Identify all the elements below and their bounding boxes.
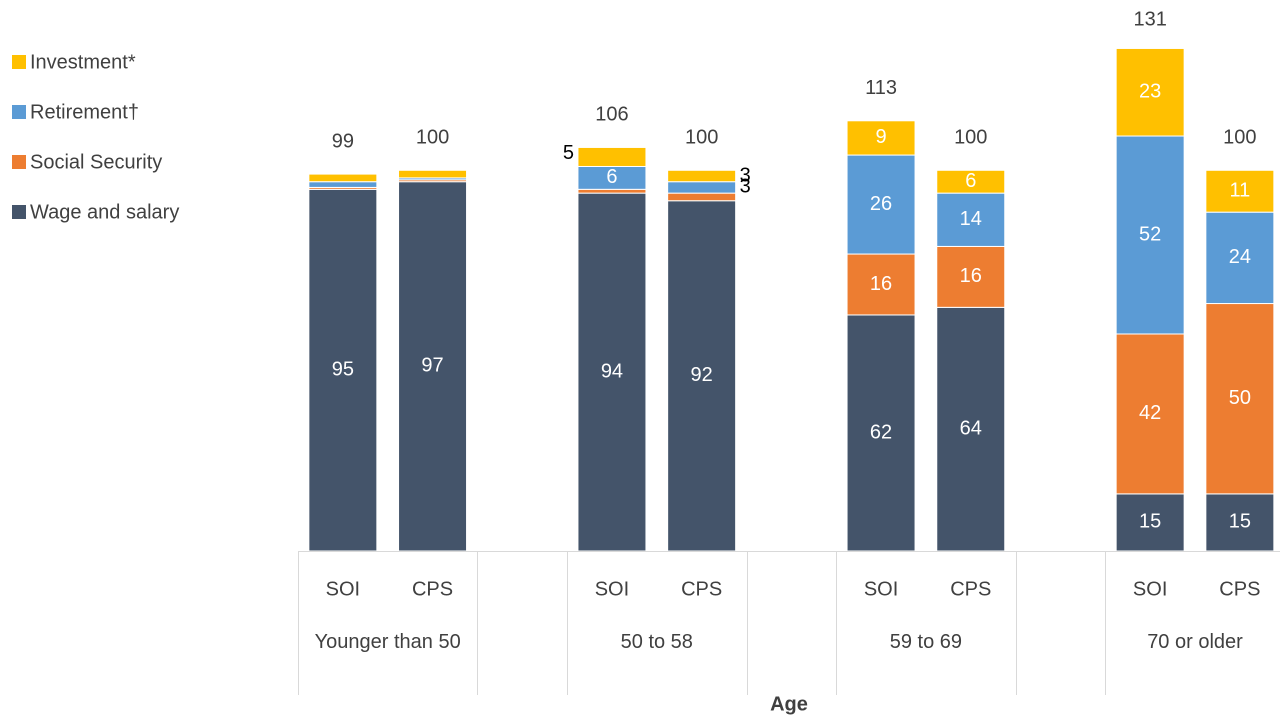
data-label: 15 bbox=[1139, 511, 1161, 533]
total-label: 100 bbox=[685, 127, 718, 149]
data-label: 95 bbox=[332, 358, 354, 380]
data-label: 97 bbox=[421, 355, 443, 377]
data-label: 64 bbox=[960, 417, 982, 439]
bar-segment bbox=[936, 169, 1006, 194]
total-label: 131 bbox=[1133, 9, 1166, 31]
x-tick-label: SOI bbox=[864, 578, 898, 600]
bar-segment bbox=[398, 169, 468, 179]
legend-swatch bbox=[12, 105, 26, 119]
x-tick-label: CPS bbox=[412, 578, 453, 600]
legend-label: Social Security bbox=[30, 151, 162, 173]
bar-segment bbox=[1205, 303, 1275, 495]
legend-label: Retirement† bbox=[30, 101, 139, 123]
bar-segment bbox=[936, 192, 1006, 247]
bar-segment bbox=[846, 253, 916, 316]
group-label: Younger than 50 bbox=[314, 631, 461, 653]
x-tick-label: SOI bbox=[595, 578, 629, 600]
x-tick-label: CPS bbox=[681, 578, 722, 600]
bar-segment bbox=[1115, 493, 1185, 552]
data-label: 16 bbox=[870, 273, 892, 295]
data-label: 16 bbox=[960, 265, 982, 287]
bar-segment bbox=[308, 173, 378, 183]
legend-swatch bbox=[12, 205, 26, 219]
bar-segment bbox=[308, 188, 378, 552]
total-label: 106 bbox=[595, 104, 628, 126]
data-label: 24 bbox=[1229, 246, 1251, 268]
legend-label: Wage and salary bbox=[30, 201, 179, 223]
legend-swatch bbox=[12, 155, 26, 169]
group-label: 70 or older bbox=[1147, 631, 1243, 653]
x-tick-label: CPS bbox=[1219, 578, 1260, 600]
data-label: 23 bbox=[1139, 81, 1161, 103]
data-label: 11 bbox=[1229, 180, 1250, 202]
total-label: 100 bbox=[954, 127, 987, 149]
bar-segment bbox=[846, 120, 916, 156]
data-label: 62 bbox=[870, 421, 892, 443]
data-label: 9 bbox=[875, 126, 886, 148]
bar-segment bbox=[1115, 135, 1185, 335]
data-label: 5 bbox=[563, 142, 574, 164]
bar-segment bbox=[667, 200, 737, 552]
data-label: 6 bbox=[965, 170, 976, 192]
data-label: 6 bbox=[606, 166, 617, 188]
total-label: 100 bbox=[1223, 127, 1256, 149]
x-axis-label: Age bbox=[770, 693, 808, 715]
data-label: 3 bbox=[740, 176, 751, 198]
group-label: 59 to 69 bbox=[889, 631, 963, 653]
bar-segment bbox=[1205, 493, 1275, 552]
bar-segment bbox=[308, 181, 378, 188]
data-label: 52 bbox=[1139, 223, 1161, 245]
bar-segment bbox=[577, 188, 647, 194]
x-tick-label: SOI bbox=[326, 578, 360, 600]
data-label: 94 bbox=[601, 360, 623, 382]
legend-label: Investment* bbox=[30, 51, 136, 73]
total-label: 100 bbox=[416, 127, 449, 149]
data-label: 26 bbox=[870, 193, 892, 215]
bar-segment bbox=[936, 245, 1006, 308]
legend-swatch bbox=[12, 55, 26, 69]
group-label: 50 to 58 bbox=[620, 631, 693, 653]
data-label: 92 bbox=[691, 364, 713, 386]
data-label: 50 bbox=[1229, 387, 1251, 409]
bar-segment bbox=[667, 192, 737, 202]
bar-segment bbox=[667, 181, 737, 194]
total-label: 113 bbox=[865, 77, 897, 99]
x-tick-label: SOI bbox=[1133, 578, 1167, 600]
data-label: 42 bbox=[1139, 402, 1161, 424]
bar-segment bbox=[1115, 47, 1185, 137]
bar-segment bbox=[1115, 333, 1185, 495]
data-label: 3 bbox=[740, 164, 751, 186]
data-label: 15 bbox=[1229, 511, 1251, 533]
bar-segment bbox=[1205, 169, 1275, 213]
bar-segment bbox=[667, 169, 737, 183]
x-tick-label: CPS bbox=[950, 578, 991, 600]
bar-segment bbox=[846, 154, 916, 255]
bar-segment bbox=[846, 314, 916, 552]
bar-segment bbox=[1205, 211, 1275, 305]
data-label: 14 bbox=[960, 208, 982, 230]
bar-segment bbox=[577, 146, 647, 167]
total-label: 99 bbox=[332, 130, 354, 152]
